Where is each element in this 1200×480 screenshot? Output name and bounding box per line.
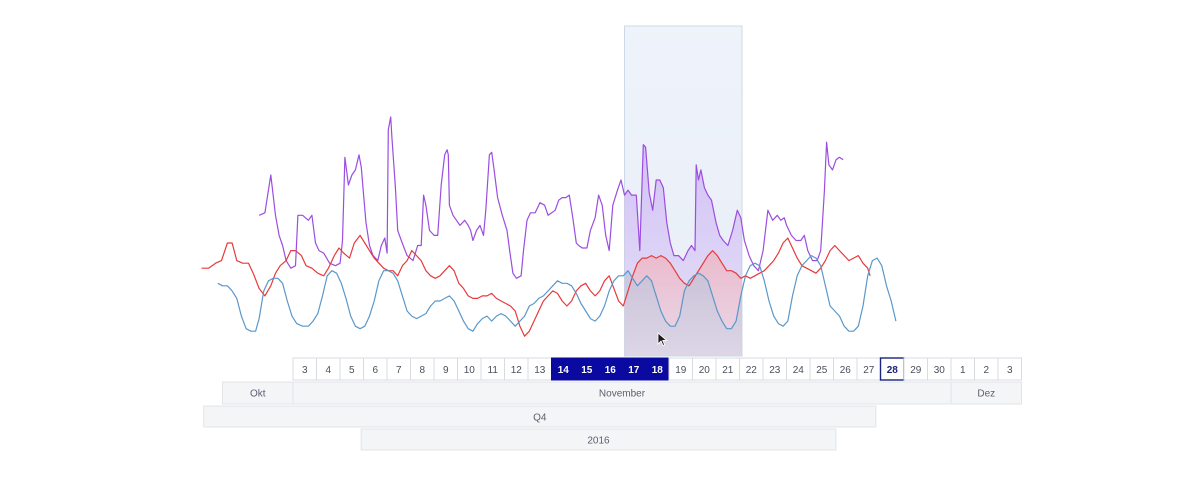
selection-fills — [624, 144, 742, 356]
day-label: 16 — [605, 365, 617, 376]
day-label: 6 — [372, 365, 378, 376]
day-label: 23 — [769, 365, 781, 376]
day-label: 19 — [675, 365, 687, 376]
day-label: 30 — [934, 365, 946, 376]
day-label: 28 — [887, 365, 899, 376]
day-label: 15 — [581, 365, 593, 376]
series-line-blue[interactable] — [217, 255, 897, 332]
series-fill-blue — [624, 270, 742, 356]
day-label: 1 — [960, 365, 966, 376]
day-label: 24 — [793, 365, 805, 376]
series-fill-purple — [624, 144, 742, 356]
day-label: 26 — [840, 365, 852, 376]
day-label: 2 — [983, 365, 989, 376]
series-fill-red — [624, 250, 742, 356]
day-label: 20 — [699, 365, 711, 376]
series-line-purple[interactable] — [258, 116, 844, 279]
cursor-icon — [657, 332, 668, 347]
day-label: 9 — [443, 365, 449, 376]
year-timeline[interactable]: 2016 — [360, 428, 837, 451]
day-label: 29 — [910, 365, 922, 376]
series-lines — [201, 116, 897, 337]
day-label: 21 — [722, 365, 734, 376]
year-label: 2016 — [587, 436, 610, 447]
day-label: 17 — [628, 365, 640, 376]
day-label: 14 — [558, 365, 570, 376]
day-label: 7 — [396, 365, 402, 376]
month-timeline[interactable]: Okt November Dez — [222, 381, 1022, 405]
year-2016[interactable] — [360, 428, 837, 451]
day-label: 13 — [534, 365, 546, 376]
day-cell-3-30[interactable] — [997, 357, 1022, 381]
day-label: 25 — [816, 365, 828, 376]
day-timeline[interactable]: 3 4 5 6 7 8 9 10 11 12 13 14 15 16 17 18 19 20 21 22 23 24 25 2… — [292, 357, 1022, 381]
quarter-q4[interactable] — [203, 405, 877, 428]
day-label: 10 — [464, 365, 476, 376]
day-label: 22 — [746, 365, 758, 376]
month-label: November — [599, 389, 646, 400]
day-label: 4 — [325, 365, 331, 376]
day-label: 5 — [349, 365, 355, 376]
day-label: 12 — [511, 365, 523, 376]
quarter-timeline[interactable]: Q4 — [203, 405, 877, 428]
day-label: 3 — [1007, 365, 1013, 376]
day-label: 3 — [302, 365, 308, 376]
month-dez[interactable] — [950, 381, 1022, 405]
quarter-label: Q4 — [533, 413, 547, 424]
day-label: 18 — [652, 365, 664, 376]
month-label: Okt — [250, 389, 266, 400]
series-line-red[interactable] — [201, 234, 871, 337]
day-label: 8 — [419, 365, 425, 376]
month-label: Dez — [977, 389, 995, 400]
day-label: 27 — [863, 365, 875, 376]
day-label: 11 — [488, 365, 499, 376]
